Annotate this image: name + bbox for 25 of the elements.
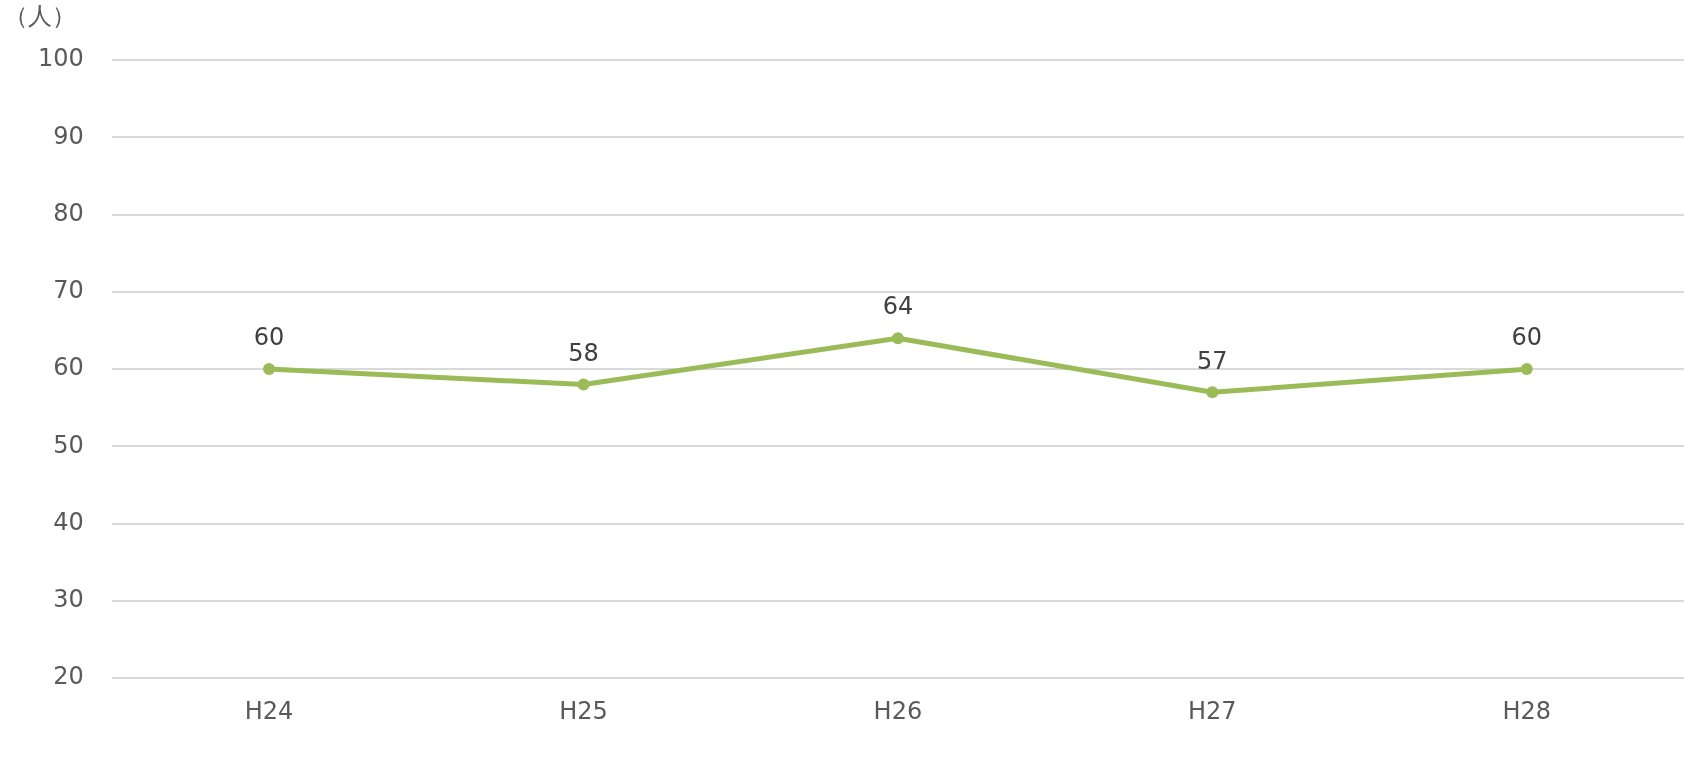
point — [1206, 386, 1219, 399]
x-tick-label: H25 — [559, 696, 608, 725]
data-label: 58 — [568, 338, 599, 367]
point — [1520, 363, 1533, 376]
data-label: 60 — [253, 323, 285, 352]
y-tick-label: 70 — [53, 276, 84, 305]
y-tick-label: 20 — [53, 662, 84, 691]
x-tick-label: H27 — [1188, 696, 1237, 725]
y-tick-label: 30 — [53, 585, 84, 614]
y-axis-title: （人） — [4, 2, 76, 31]
data-label: 64 — [882, 292, 914, 321]
data-label: 60 — [1511, 323, 1543, 352]
y-tick-label: 100 — [38, 44, 84, 73]
y-tick-label: 60 — [53, 353, 84, 382]
point — [577, 378, 590, 391]
point — [891, 332, 904, 345]
x-tick-label: H26 — [873, 696, 923, 725]
y-tick-label: 40 — [53, 507, 84, 536]
y-tick-label: 90 — [53, 121, 84, 150]
y-tick-label: 80 — [53, 198, 84, 227]
data-label: 57 — [1197, 346, 1228, 375]
y-tick-label: 50 — [53, 430, 84, 459]
x-tick-label: H24 — [244, 696, 294, 725]
point — [263, 363, 276, 376]
x-tick-label: H28 — [1502, 696, 1552, 725]
